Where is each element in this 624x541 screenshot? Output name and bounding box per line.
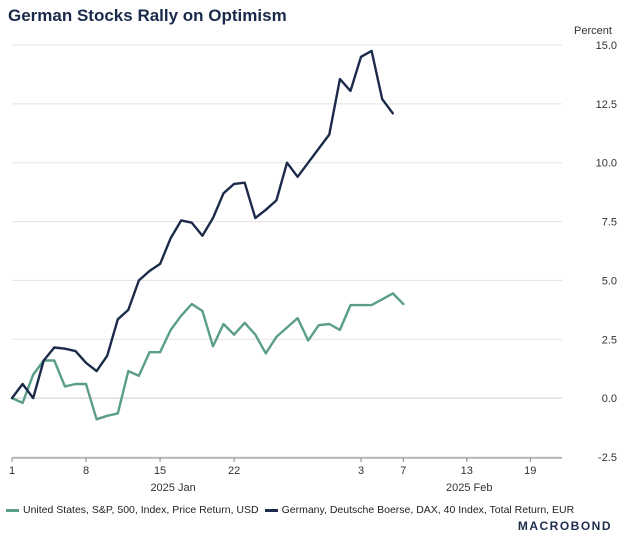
legend-swatch-de xyxy=(264,508,278,512)
y-tick-label: 15.0 xyxy=(596,40,617,52)
x-tick-label: 13 xyxy=(461,465,473,477)
x-tick-label: 15 xyxy=(154,465,166,477)
x-tick-label: 3 xyxy=(358,465,364,477)
x-month-label: 2025 Jan xyxy=(150,482,195,494)
y-tick-label: 5.0 xyxy=(602,275,617,287)
y-tick-label: 12.5 xyxy=(596,99,617,111)
axes: 15.0 12.5 10.0 7.5 5.0 2.5 0.0 -2.5 1 8 15 22 3 7 13 19… xyxy=(9,40,617,494)
series-line-us xyxy=(10,292,405,421)
x-tick-label: 22 xyxy=(228,465,240,477)
legend-label-de: Germany, Deutsche Boerse, DAX, 40 Index,… xyxy=(281,504,575,516)
legend-item-de: Germany, Deutsche Boerse, DAX, 40 Index,… xyxy=(264,504,575,516)
x-tick-label: 1 xyxy=(9,465,15,477)
y-axis-title: Percent xyxy=(574,25,612,37)
y-tick-label: 0.0 xyxy=(602,393,617,405)
series-lines xyxy=(10,49,405,421)
y-tick-label: 10.0 xyxy=(596,158,617,170)
legend-item-us: United States, S&P, 500, Index, Price Re… xyxy=(6,504,259,516)
y-tick-label: 2.5 xyxy=(602,334,617,346)
line-chart: Percent 15.012.510.07.55.02.50.0-2.51 8 15… xyxy=(9,25,617,494)
series-line-de xyxy=(10,49,394,400)
y-tick-label: 7.5 xyxy=(602,217,617,229)
x-month-label: 2025 Feb xyxy=(446,482,492,494)
chart-title: German Stocks Rally on Optimism xyxy=(8,6,287,25)
x-tick-label: 19 xyxy=(524,465,536,477)
legend-swatch-us xyxy=(6,508,19,512)
legend: United States, S&P, 500, Index, Price Re… xyxy=(6,504,580,516)
grid-lines xyxy=(12,44,562,458)
legend-label-us: United States, S&P, 500, Index, Price Re… xyxy=(23,504,259,516)
macrobond-logo: MACROBOND xyxy=(517,519,612,533)
x-tick-label: 8 xyxy=(83,465,89,477)
y-tick-label: -2.5 xyxy=(598,452,617,464)
x-tick-label: 7 xyxy=(400,465,406,477)
